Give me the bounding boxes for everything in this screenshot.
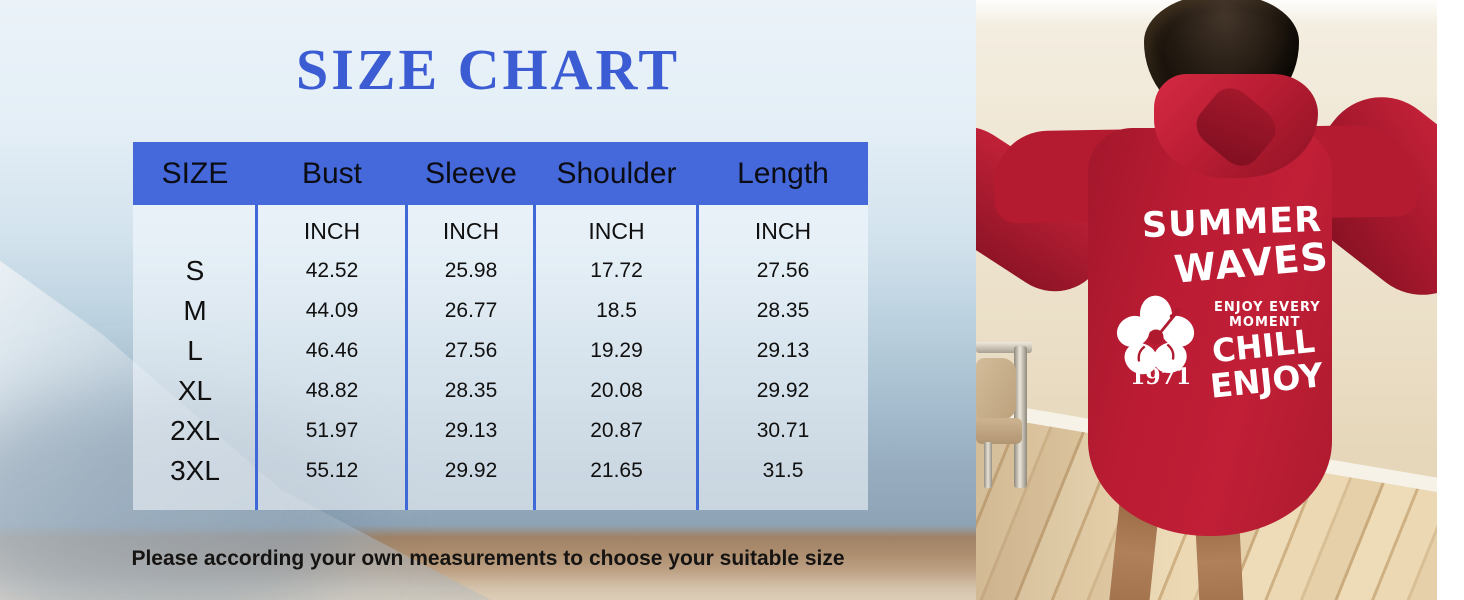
measurement-cell: 18.5 [596, 299, 637, 322]
column-header-sleeve: Sleeve [425, 156, 517, 190]
measurement-cell: 19.29 [590, 339, 643, 362]
table-body: INCH INCH INCH INCH S 42.52 25.98 17.72 27.56 M 44… [133, 205, 868, 510]
size-chart-table: SIZE Bust Sleeve Shoulder Length INCH INCH INC… [133, 142, 868, 510]
measurement-cell: 26.77 [444, 299, 498, 322]
measurement-cell: 17.72 [590, 259, 643, 282]
unit-cell: INCH [754, 217, 812, 244]
measurement-cell: 25.98 [444, 259, 498, 282]
measurement-cell: 27.56 [444, 339, 498, 362]
chair-frame-post [1014, 346, 1027, 488]
column-divider [696, 205, 699, 510]
size-cell: S [185, 255, 205, 286]
measurement-cell: 42.52 [305, 259, 359, 282]
measurement-cell: 51.97 [305, 419, 359, 442]
page-title: SIZE CHART [295, 37, 681, 102]
measurement-cell: 29.13 [756, 339, 810, 362]
table-header-row: SIZE Bust Sleeve Shoulder Length [133, 142, 868, 205]
chair-frame-top [976, 342, 1032, 353]
print-year: 1971 [1130, 364, 1192, 390]
unit-cell: INCH [303, 217, 361, 244]
measurement-cell: 20.87 [590, 419, 643, 442]
print-line-enjoy: ENJOY [1208, 355, 1325, 406]
measurement-cell: 29.92 [756, 379, 810, 402]
table-row: 3XL 55.12 29.92 21.65 31.5 [133, 451, 868, 491]
column-divider [255, 205, 258, 510]
table-row: 2XL 51.97 29.13 20.87 30.71 [133, 411, 868, 451]
column-header-size: SIZE [161, 156, 229, 190]
print-line-waves: WAVES [1172, 234, 1331, 292]
chair [976, 342, 1038, 492]
chair-seat-cushion [976, 418, 1022, 444]
measurement-cell: 28.35 [444, 379, 498, 402]
product-photo: SUMMER WAVES ENJOY EVERY MOMENT CHI [976, 0, 1437, 600]
size-cell: 3XL [170, 455, 220, 486]
measurement-cell: 30.71 [756, 419, 810, 442]
table-row: S 42.52 25.98 17.72 27.56 [133, 251, 868, 291]
size-cell: 2XL [170, 415, 220, 446]
column-header-length: Length [737, 156, 829, 190]
measurement-cell: 46.46 [305, 339, 359, 362]
hoodie-hood [1154, 74, 1318, 178]
measurement-cell: 55.12 [305, 459, 359, 482]
measurement-cell: 29.13 [444, 419, 498, 442]
table-row: L 46.46 27.56 19.29 29.13 [133, 331, 868, 371]
size-chart-panel: SIZE CHART SIZE Bust Sleeve Shoulder Length … [0, 0, 976, 600]
size-cell: L [187, 335, 203, 366]
measurement-cell: 29.92 [444, 459, 498, 482]
measurement-cell: 31.5 [762, 459, 804, 482]
column-header-bust: Bust [301, 156, 363, 190]
print-line-enjoy-every: ENJOY EVERY [1214, 300, 1321, 315]
hibiscus-flower-icon [1116, 295, 1195, 375]
column-header-shoulder: Shoulder [556, 156, 677, 190]
measurement-cell: 44.09 [305, 299, 359, 322]
measurement-cell: 27.56 [756, 259, 810, 282]
chair-frame-leg [984, 442, 992, 488]
print-line-moment: MOMENT [1229, 315, 1301, 330]
table-row: XL 48.82 28.35 20.08 29.92 [133, 371, 868, 411]
hoodie-print: SUMMER WAVES ENJOY EVERY MOMENT CHI [1116, 200, 1356, 414]
unit-cell: INCH [588, 217, 645, 244]
unit-row: INCH INCH INCH INCH [133, 205, 868, 251]
measurement-cell: 21.65 [590, 459, 643, 482]
column-divider [405, 205, 408, 510]
chair-back-cushion [976, 358, 1016, 420]
unit-cell: INCH [442, 217, 500, 244]
measurement-cell: 48.82 [305, 379, 359, 402]
column-divider [533, 205, 536, 510]
measurement-cell: 28.35 [756, 299, 810, 322]
measurement-cell: 20.08 [590, 379, 643, 402]
size-note: Please according your own measurements t… [131, 547, 845, 570]
size-cell: M [183, 295, 207, 326]
table-row: M 44.09 26.77 18.5 28.35 [133, 291, 868, 331]
size-cell: XL [177, 375, 213, 406]
